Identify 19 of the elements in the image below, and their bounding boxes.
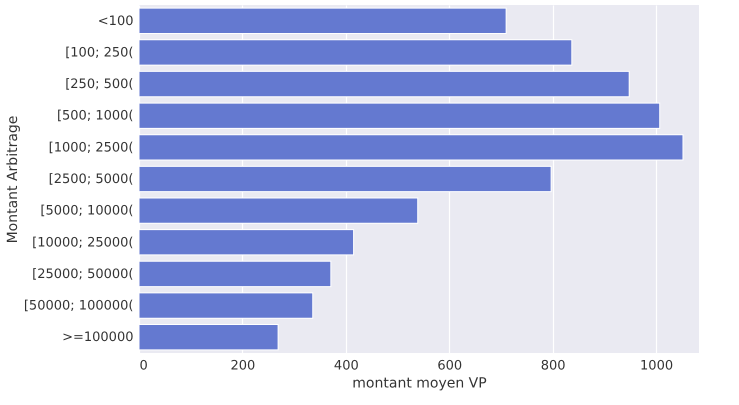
y-tick-label: [250; 500(	[65, 77, 134, 92]
y-tick-label: >=100000	[62, 330, 134, 346]
y-tick-label: [1000; 2500(	[48, 140, 134, 156]
y-tick-label: [50000; 100000(	[24, 298, 134, 314]
y-tick-label: [500; 1000(	[56, 108, 134, 124]
x-tick-label: 1000	[640, 358, 674, 374]
y-tick-label: <100	[98, 14, 134, 29]
x-tick-label: 400	[334, 358, 359, 374]
y-tick-label: [100; 250(	[65, 45, 134, 60]
y-axis-title: Montant Arbitrage	[4, 116, 21, 244]
x-tick-label: 200	[230, 358, 256, 374]
x-tick-label: 600	[437, 358, 462, 374]
x-tick-label: 800	[540, 358, 566, 374]
x-axis-title: montant moyen VP	[352, 376, 487, 392]
x-tick-label: 0	[140, 358, 148, 374]
y-tick-label: [10000; 25000(	[32, 235, 134, 250]
y-tick-label: [2500; 5000(	[48, 172, 134, 187]
y-tick-label: [5000; 10000(	[40, 204, 134, 219]
y-tick-label: [25000; 50000(	[32, 266, 134, 282]
